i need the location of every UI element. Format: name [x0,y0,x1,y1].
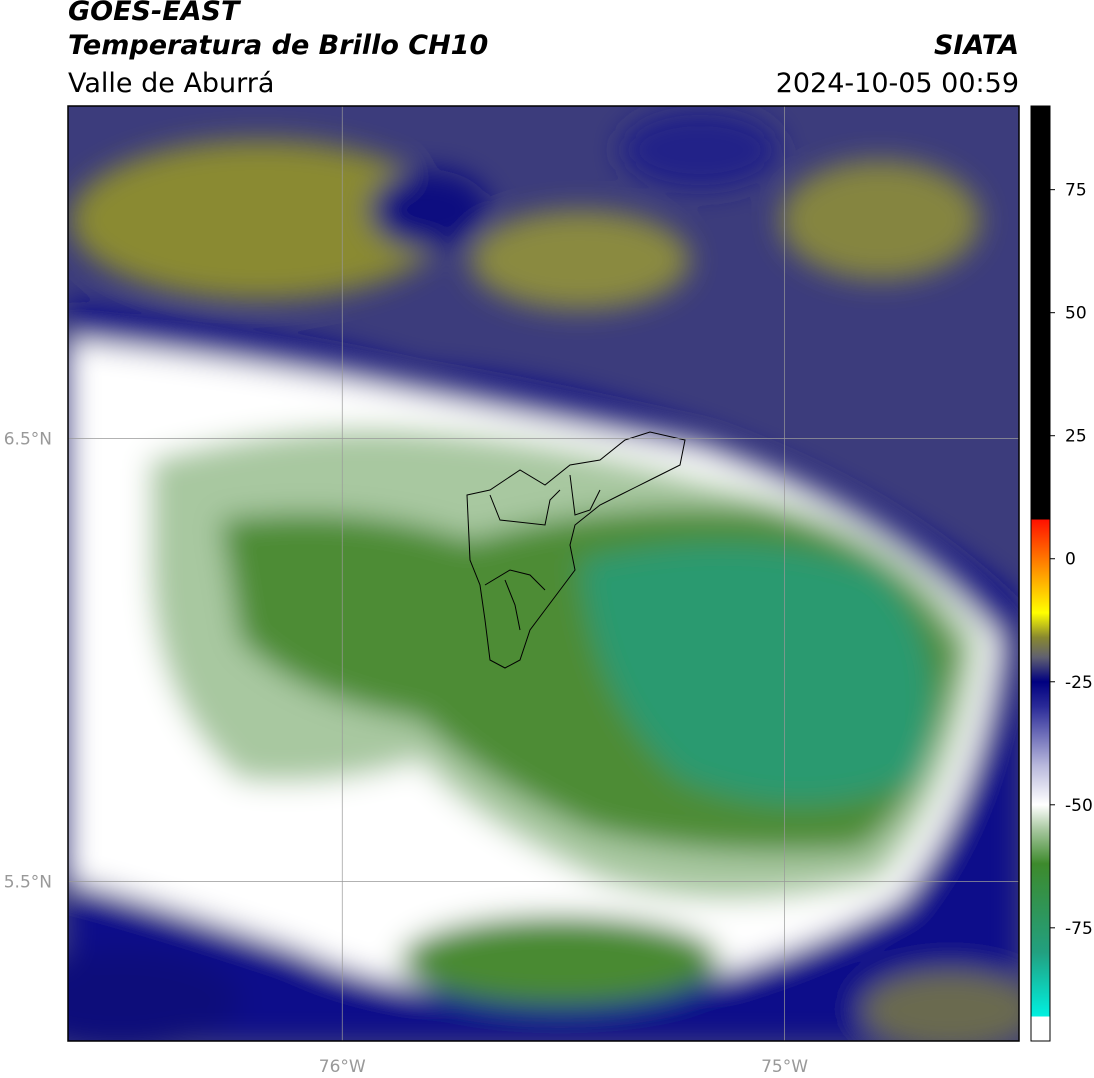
lat-label: 5.5°N [4,872,52,892]
lon-label: 76°W [319,1057,366,1077]
datetime: 2024-10-05 00:59 [776,68,1019,99]
colorbar [1030,105,1051,1042]
colorbar-tick-label: -75 [1065,919,1093,939]
region: Valle de Aburrá [68,68,274,99]
lat-label: 6.5°N [4,429,52,449]
subtitle: Temperatura de Brillo CH10 [68,30,488,61]
source: SIATA [934,30,1019,61]
colorbar-tick-label: 0 [1065,550,1076,570]
map-frame [67,105,1020,1042]
colorbar-tick-label: 75 [1065,181,1087,201]
colorbar-tick-label: 25 [1065,427,1087,447]
lon-label: 75°W [761,1057,808,1077]
title: GOES-EAST [68,0,242,27]
colorbar-tick-label: -25 [1065,673,1093,693]
satellite-image [68,106,1019,1041]
colorbar-tick-label: -50 [1065,796,1093,816]
colorbar-tick-label: 50 [1065,304,1087,324]
